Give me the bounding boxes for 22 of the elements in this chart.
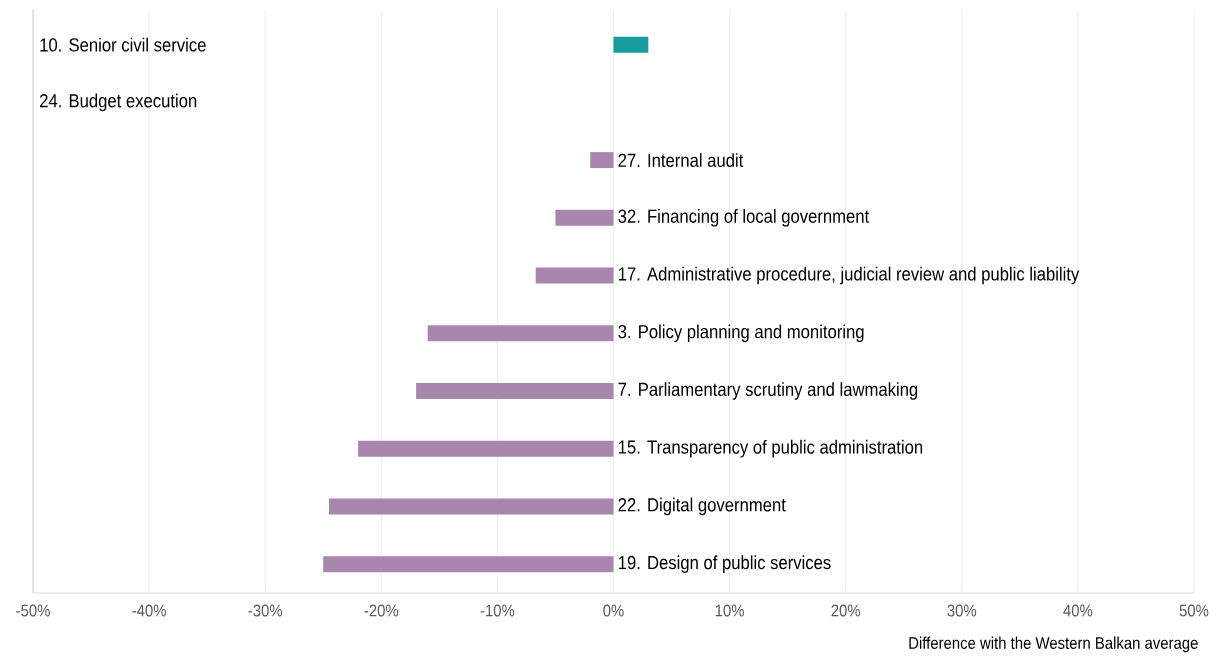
x-tick-label: -50% bbox=[16, 604, 50, 617]
y-tick-label: 32. Financing of local government bbox=[618, 208, 870, 227]
y-tick-label: 15. Transparency of public administration bbox=[618, 439, 923, 458]
y-tick-label: 24. Budget execution bbox=[40, 93, 197, 112]
x-tick-label: -20% bbox=[364, 604, 399, 617]
x-tick-label: 10% bbox=[715, 604, 744, 617]
x-tick-label: -40% bbox=[132, 604, 166, 617]
x-axis-title: Difference with the Western Balkan average bbox=[909, 636, 1198, 653]
y-tick-label: 27. Internal audit bbox=[618, 153, 744, 168]
y-tick-label: 3. Policy planning and monitoring bbox=[618, 324, 864, 343]
x-tick-label: 40% bbox=[1063, 604, 1093, 617]
x-tick-label: -30% bbox=[248, 604, 283, 617]
y-tick-label: 17. Administrative procedure, judicial review and public liability bbox=[618, 266, 1080, 285]
x-tick-label: 20% bbox=[831, 604, 861, 617]
y-tick-label: 22. Digital government bbox=[618, 497, 786, 516]
x-tick-label: -10% bbox=[480, 604, 515, 617]
x-tick-label: 30% bbox=[947, 604, 977, 617]
y-tick-label: 7. Parliamentary scrutiny and lawmaking bbox=[618, 382, 918, 400]
x-tick-label: 0% bbox=[603, 604, 624, 617]
y-tick-label: 19. Design of public services bbox=[618, 555, 831, 573]
y-tick-label: 10. Senior civil service bbox=[40, 37, 206, 52]
x-tick-label: 50% bbox=[1179, 604, 1209, 617]
